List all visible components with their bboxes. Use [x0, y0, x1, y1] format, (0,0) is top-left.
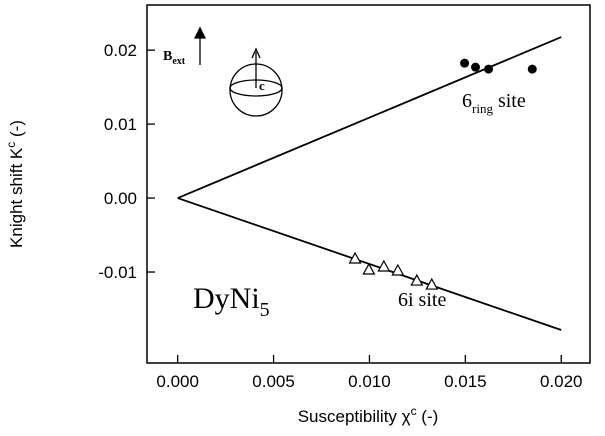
- field-label: Bext: [163, 49, 186, 67]
- x-tick-label: 0.020: [540, 372, 583, 391]
- x-axis-label: Susceptibility χc (-): [298, 404, 439, 426]
- y-label-text: Knight shift K: [7, 147, 26, 248]
- ann-sub: 5: [260, 299, 270, 321]
- data-point: [410, 273, 424, 286]
- data-point: [348, 251, 362, 264]
- arrow-head: [251, 47, 261, 59]
- site-label: 6i site: [398, 289, 446, 311]
- x-tick-label: 0.000: [156, 372, 199, 391]
- data-point: [460, 58, 470, 68]
- field-icon: [193, 26, 283, 117]
- x-tick-label: 0.010: [348, 372, 391, 391]
- data-point: [484, 64, 494, 74]
- site-label: 6ring site: [462, 90, 526, 116]
- data-point: [527, 64, 537, 74]
- ann-text: 6: [462, 90, 472, 112]
- y-tick-label: 0.01: [104, 115, 137, 134]
- ann-after: site: [493, 90, 526, 112]
- x-label-after: (-): [417, 407, 439, 426]
- x-tick-label: 0.005: [252, 372, 295, 391]
- ann-sub: ring: [472, 101, 493, 116]
- data-point: [377, 259, 391, 272]
- y-label-after: (-): [7, 120, 26, 142]
- y-tick-label: -0.01: [98, 263, 137, 282]
- x-tick-label: 0.015: [444, 372, 487, 391]
- fit-line: [177, 36, 562, 199]
- compound-label: DyNi5: [193, 282, 270, 321]
- ann-sub: ext: [172, 56, 185, 67]
- arrow-head: [193, 26, 207, 39]
- x-label-text: Susceptibility χ: [298, 407, 411, 426]
- y-tick-label: 0.00: [104, 189, 137, 208]
- y-tick-label: 0.02: [104, 41, 137, 60]
- ann-text: DyNi: [193, 282, 260, 315]
- c-label: c: [259, 78, 265, 93]
- data-point: [425, 277, 439, 290]
- plot-frame: [146, 4, 591, 364]
- y-label-sup: c: [4, 142, 18, 148]
- data-point: [362, 262, 376, 275]
- x-label-sup: c: [411, 404, 417, 418]
- data-point: [471, 62, 481, 72]
- y-axis-label: Knight shift Kc (-): [4, 120, 26, 248]
- data-point: [391, 263, 405, 276]
- ann-text: B: [163, 49, 172, 64]
